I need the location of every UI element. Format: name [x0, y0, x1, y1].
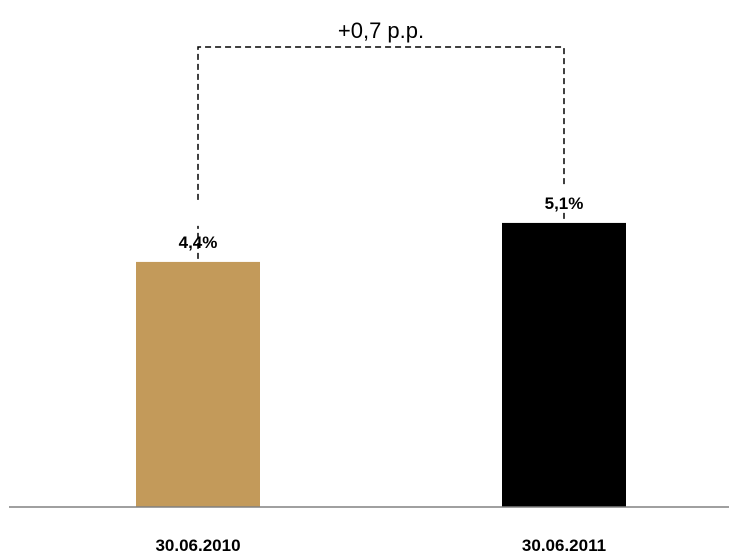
- bar-30.06.2010: [136, 261, 260, 507]
- bar-30.06.2011: [502, 222, 626, 507]
- value-label-30.06.2010: 4,4%: [179, 233, 218, 252]
- labels-group: 4,4% 30.06.2010 5,1% 30.06.2011: [155, 194, 606, 555]
- difference-bracket: [197, 46, 565, 259]
- value-label-30.06.2011: 5,1%: [545, 194, 584, 213]
- category-label-30.06.2011: 30.06.2011: [522, 536, 606, 555]
- difference-annotation: +0,7 p.p.: [338, 18, 424, 43]
- bars-group: [136, 222, 626, 507]
- category-label-30.06.2010: 30.06.2010: [155, 536, 240, 555]
